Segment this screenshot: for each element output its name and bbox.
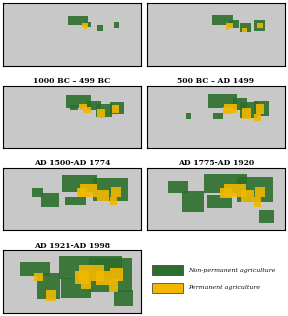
Bar (97, 190, 109, 201)
Bar (254, 114, 261, 121)
Bar (230, 21, 239, 28)
Bar (109, 279, 118, 292)
Bar (223, 184, 246, 197)
Bar (241, 190, 254, 203)
Bar (81, 281, 90, 289)
Bar (77, 188, 88, 197)
Bar (186, 113, 191, 119)
Bar (58, 256, 122, 279)
Bar (88, 100, 101, 110)
Bar (66, 95, 91, 108)
Bar (254, 21, 265, 31)
Bar (68, 16, 88, 25)
Bar (226, 26, 230, 30)
Bar (86, 22, 91, 27)
Bar (89, 258, 132, 292)
Bar (113, 22, 119, 28)
Bar (233, 99, 247, 110)
Bar (96, 270, 111, 285)
Bar (46, 290, 56, 301)
Bar (240, 101, 258, 118)
Bar (84, 26, 87, 29)
Bar (83, 107, 91, 113)
Bar (32, 188, 43, 197)
Bar (242, 28, 247, 32)
Bar (207, 195, 232, 208)
Bar (111, 186, 121, 197)
Bar (254, 100, 269, 116)
Bar (96, 104, 112, 117)
Title: AD 1775-AD 1920: AD 1775-AD 1920 (178, 159, 254, 167)
Text: Permanent agriculture: Permanent agriculture (188, 285, 260, 290)
Bar (212, 15, 233, 25)
Bar (70, 105, 78, 110)
Bar (80, 184, 97, 197)
Bar (65, 197, 86, 205)
Bar (75, 270, 89, 283)
Bar (226, 22, 233, 28)
Bar (220, 188, 232, 198)
Bar (41, 192, 58, 207)
Title: AD 1500-AD 1774: AD 1500-AD 1774 (34, 159, 110, 167)
Bar (152, 265, 183, 275)
Bar (168, 181, 188, 192)
Bar (110, 197, 118, 205)
Title: 3000 BC – 1001 BC: 3000 BC – 1001 BC (175, 0, 257, 3)
Bar (79, 264, 104, 281)
Bar (20, 262, 50, 276)
Bar (112, 105, 119, 113)
Bar (257, 23, 263, 28)
Bar (111, 101, 124, 114)
Bar (113, 290, 133, 307)
Bar (237, 177, 273, 203)
Text: Non-permanent agriculture: Non-permanent agriculture (188, 268, 276, 273)
Bar (256, 104, 264, 113)
Bar (208, 94, 237, 108)
Bar (240, 23, 251, 32)
Bar (255, 186, 265, 197)
Bar (93, 178, 128, 201)
Bar (152, 283, 183, 293)
Bar (111, 268, 123, 281)
Bar (79, 104, 88, 110)
Title: 1000 BC – 499 BC: 1000 BC – 499 BC (33, 77, 111, 85)
Bar (259, 210, 274, 223)
Bar (82, 23, 88, 27)
Bar (34, 273, 43, 281)
Bar (62, 175, 97, 192)
Bar (254, 197, 261, 207)
Bar (182, 191, 204, 212)
Bar (97, 25, 103, 31)
Bar (37, 273, 60, 299)
Bar (97, 109, 105, 118)
Title: AD 1921-AD 1998: AD 1921-AD 1998 (34, 242, 110, 250)
Bar (213, 113, 223, 119)
Bar (242, 108, 251, 119)
Bar (223, 104, 237, 113)
Bar (61, 277, 91, 298)
Bar (204, 174, 247, 192)
Bar (223, 107, 231, 114)
Title: 500 BC – AD 1499: 500 BC – AD 1499 (177, 77, 254, 85)
Title: 4000 BC – 3001 BC: 4000 BC – 3001 BC (31, 0, 113, 3)
